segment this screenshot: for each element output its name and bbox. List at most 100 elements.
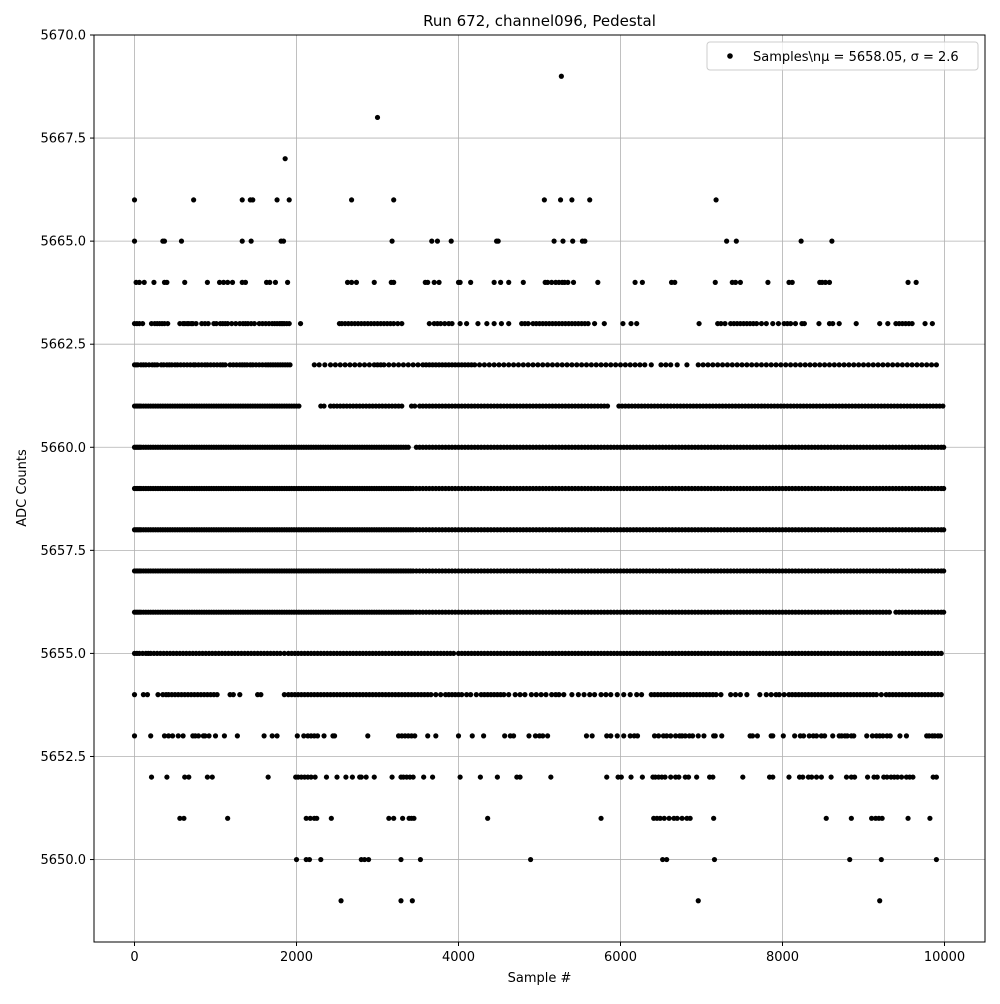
data-point [604, 774, 610, 780]
data-point [154, 362, 160, 368]
data-point [877, 898, 883, 904]
data-point [565, 279, 571, 285]
data-point [365, 856, 372, 863]
data-point [131, 733, 138, 739]
data-point [398, 898, 404, 904]
data-point [770, 774, 776, 780]
data-point [836, 320, 842, 327]
data-point [768, 362, 774, 368]
data-point [180, 733, 186, 739]
data-point [700, 362, 706, 368]
data-point [144, 692, 151, 698]
data-point [506, 279, 512, 285]
data-point [545, 279, 551, 285]
data-point [639, 774, 645, 780]
data-point [710, 774, 716, 780]
data-point [361, 856, 368, 863]
data-point [679, 815, 685, 821]
data-point [233, 320, 239, 327]
data-point [765, 279, 771, 285]
data-point [869, 815, 875, 821]
data-point [501, 692, 507, 698]
data-point [884, 774, 890, 780]
y-axis-label: ADC Counts [15, 449, 30, 527]
data-point [603, 692, 609, 698]
legend-label: Samples\nμ = 5658.05, σ = 2.6 [753, 50, 959, 65]
data-point [191, 197, 197, 203]
data-point [651, 733, 658, 739]
data-point [342, 362, 348, 368]
data-point [851, 733, 857, 739]
data-point [540, 733, 546, 739]
data-point [828, 774, 834, 780]
data-point [363, 774, 369, 780]
data-point [813, 733, 820, 739]
x-axis-label: Sample # [508, 971, 572, 986]
data-point [337, 362, 343, 368]
data-point [237, 692, 243, 698]
data-point [206, 733, 212, 739]
data-point [195, 733, 202, 739]
data-point [230, 692, 236, 698]
data-point [903, 733, 910, 739]
data-point [603, 362, 609, 368]
data-point [929, 320, 935, 327]
data-point [909, 362, 915, 368]
data-point [512, 692, 518, 698]
data-point [468, 692, 474, 698]
data-point [830, 733, 836, 739]
data-point [561, 692, 567, 698]
data-point [334, 774, 340, 780]
data-point [632, 362, 638, 368]
data-point [494, 774, 500, 780]
data-point [658, 362, 664, 368]
data-point [569, 692, 575, 698]
data-point [131, 197, 138, 203]
data-point [395, 320, 401, 327]
data-point [886, 609, 893, 615]
data-point [582, 238, 588, 244]
data-point [668, 774, 674, 780]
legend-marker [727, 53, 733, 59]
data-point [763, 320, 769, 327]
data-point [718, 320, 724, 327]
data-point [311, 362, 317, 368]
data-point [822, 362, 828, 368]
data-point [148, 733, 154, 739]
data-point [352, 362, 358, 368]
data-point [593, 362, 599, 368]
data-point [724, 362, 731, 368]
data-point [554, 362, 560, 368]
data-point [151, 279, 157, 285]
data-point [389, 238, 395, 244]
data-point [822, 733, 828, 739]
data-point [877, 320, 883, 327]
data-point [851, 362, 857, 368]
data-point [880, 362, 886, 368]
data-point [358, 774, 364, 780]
data-point [328, 815, 334, 821]
data-point [823, 815, 829, 821]
data-point [933, 856, 940, 863]
data-point [780, 733, 786, 739]
data-point [294, 733, 300, 739]
data-point [297, 320, 304, 327]
data-point [457, 774, 463, 780]
data-point [343, 774, 349, 780]
data-point [400, 362, 407, 368]
x-tick-label: 6000 [604, 950, 637, 965]
data-point [296, 403, 302, 409]
data-point [818, 774, 824, 780]
data-point [941, 609, 947, 615]
data-point [627, 362, 633, 368]
data-point [890, 362, 896, 368]
data-point [161, 733, 168, 739]
y-tick-label: 5655.0 [41, 647, 87, 662]
data-point [386, 815, 392, 821]
data-point [495, 238, 501, 244]
data-point [773, 362, 779, 368]
data-point [277, 650, 283, 657]
data-point [734, 362, 740, 368]
data-point [591, 320, 598, 327]
data-point [940, 403, 946, 409]
